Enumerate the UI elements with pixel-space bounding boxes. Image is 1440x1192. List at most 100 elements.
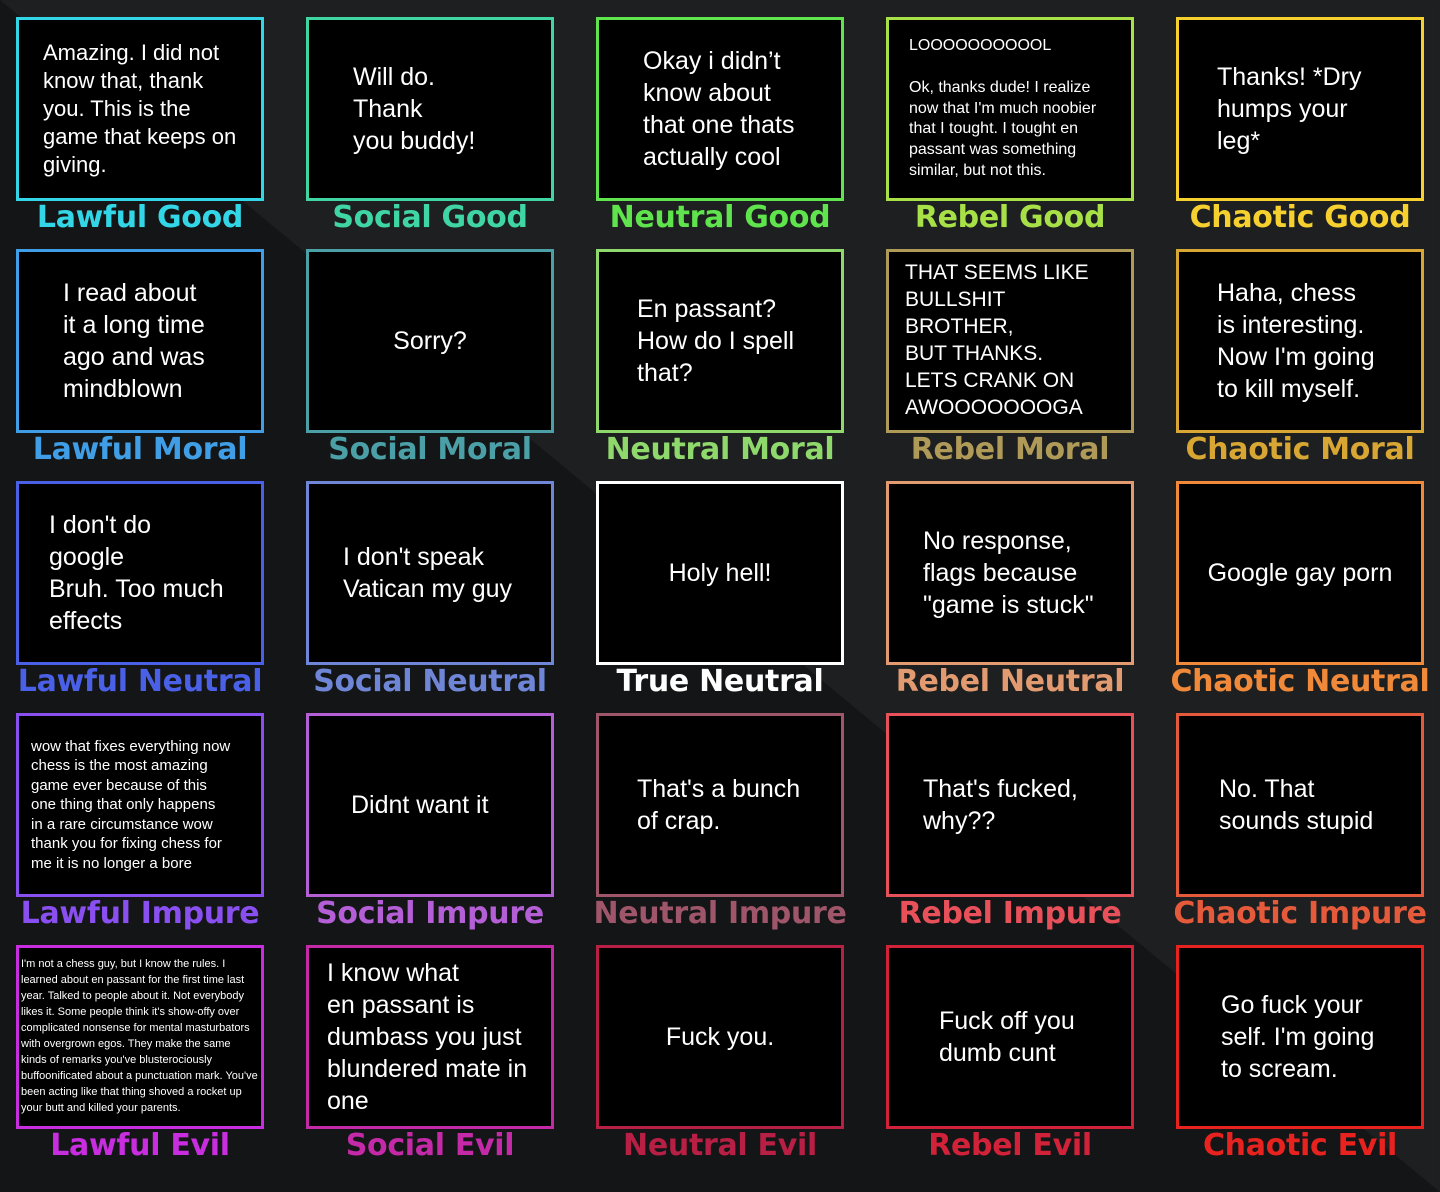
cell-social-neutral: I don't speak Vatican my guy Social Neutr…	[290, 481, 580, 713]
cell-chaotic-impure: No. That sounds stupid Chaotic Impure	[1160, 713, 1440, 945]
quote-text: That's fucked, why??	[923, 775, 1078, 835]
quote-box: I don't do google Bruh. Too much effects	[16, 481, 264, 665]
alignment-label: Social Neutral	[313, 664, 547, 699]
quote-box: En passant? How do I spell that?	[596, 249, 844, 433]
quote-box: Fuck you.	[596, 945, 844, 1129]
quote-text: Sorry?	[393, 327, 467, 355]
cell-rebel-moral: THAT SEEMS LIKE BULLSHIT BROTHER, BUT TH…	[870, 249, 1160, 481]
alignment-label: Rebel Good	[914, 200, 1106, 235]
quote-text: Didnt want it	[351, 791, 489, 819]
quote-text: I don't speak Vatican my guy	[343, 543, 513, 603]
cell-neutral-evil: Fuck you. Neutral Evil	[580, 945, 870, 1177]
quote-box: That's a bunch of crap.	[596, 713, 844, 897]
alignment-label: Lawful Evil	[50, 1128, 230, 1163]
quote-text: Fuck off you dumb cunt	[939, 1007, 1075, 1067]
alignment-label: Lawful Moral	[32, 432, 248, 467]
quote-text: Fuck you.	[665, 1023, 775, 1051]
cell-chaotic-neutral: Google gay porn Chaotic Neutral	[1160, 481, 1440, 713]
alignment-label: Social Moral	[328, 432, 532, 467]
quote-text: Amazing. I did not know that, thank you.…	[43, 39, 237, 178]
alignment-label: Chaotic Moral	[1185, 432, 1415, 467]
quote-box: THAT SEEMS LIKE BULLSHIT BROTHER, BUT TH…	[886, 249, 1134, 433]
alignment-label: Chaotic Evil	[1202, 1128, 1398, 1163]
cell-social-evil: I know what en passant is dumbass you ju…	[290, 945, 580, 1177]
cell-chaotic-moral: Haha, chess is interesting. Now I'm goin…	[1160, 249, 1440, 481]
quote-text: Thanks! *Dry humps your leg*	[1217, 63, 1362, 155]
alignment-label: Neutral Impure	[593, 896, 847, 931]
quote-text: I'm not a chess guy, but I know the rule…	[21, 958, 258, 1114]
alignment-label: Social Evil	[345, 1128, 515, 1163]
cell-rebel-evil: Fuck off you dumb cunt Rebel Evil	[870, 945, 1160, 1177]
alignment-label: Lawful Neutral	[17, 664, 263, 699]
quote-text: I know what en passant is dumbass you ju…	[327, 959, 528, 1115]
cell-rebel-impure: That's fucked, why?? Rebel Impure	[870, 713, 1160, 945]
cell-social-good: Will do. Thank you buddy! Social Good	[290, 17, 580, 249]
alignment-label: Social Good	[332, 200, 528, 235]
quote-box: No. That sounds stupid	[1176, 713, 1424, 897]
quote-box: Sorry?	[306, 249, 554, 433]
quote-box: Will do. Thank you buddy!	[306, 17, 554, 201]
alignment-label: Rebel Evil	[928, 1128, 1092, 1163]
cell-chaotic-evil: Go fuck your self. I'm going to scream. C…	[1160, 945, 1440, 1177]
cell-lawful-good: Amazing. I did not know that, thank you.…	[0, 17, 290, 249]
cell-social-impure: Didnt want it Social Impure	[290, 713, 580, 945]
cell-neutral-neutral: Holy hell! True Neutral	[580, 481, 870, 713]
alignment-label: Neutral Moral	[605, 432, 835, 467]
cell-neutral-good: Okay i didn’t know about that one thats …	[580, 17, 870, 249]
alignment-label: Social Impure	[316, 896, 544, 931]
alignment-label: Chaotic Neutral	[1170, 664, 1430, 699]
cell-lawful-moral: I read about it a long time ago and was …	[0, 249, 290, 481]
quote-text: Google gay porn	[1207, 559, 1393, 587]
quote-text: En passant? How do I spell that?	[637, 295, 795, 387]
quote-text: I don't do google Bruh. Too much effects	[49, 511, 224, 635]
quote-text: Will do. Thank you buddy!	[353, 63, 476, 155]
quote-box: Google gay porn	[1176, 481, 1424, 665]
quote-box: I'm not a chess guy, but I know the rule…	[16, 945, 264, 1129]
quote-box: Fuck off you dumb cunt	[886, 945, 1134, 1129]
quote-box: No response, flags because "game is stuc…	[886, 481, 1134, 665]
quote-box: Didnt want it	[306, 713, 554, 897]
quote-text: Haha, chess is interesting. Now I'm goin…	[1217, 279, 1375, 403]
quote-box: I don't speak Vatican my guy	[306, 481, 554, 665]
cell-lawful-evil: I'm not a chess guy, but I know the rule…	[0, 945, 290, 1177]
quote-text: Go fuck your self. I'm going to scream.	[1221, 991, 1375, 1083]
cell-social-moral: Sorry? Social Moral	[290, 249, 580, 481]
alignment-label: Neutral Good	[609, 200, 831, 235]
quote-text: THAT SEEMS LIKE BULLSHIT BROTHER, BUT TH…	[905, 261, 1089, 419]
quote-box: Okay i didn’t know about that one thats …	[596, 17, 844, 201]
quote-box: Thanks! *Dry humps your leg*	[1176, 17, 1424, 201]
quote-text: No. That sounds stupid	[1219, 775, 1374, 835]
alignment-label: Rebel Moral	[910, 432, 1110, 467]
quote-box: I know what en passant is dumbass you ju…	[306, 945, 554, 1129]
quote-box: Holy hell!	[596, 481, 844, 665]
alignment-label: Neutral Evil	[623, 1128, 817, 1163]
quote-box: LOOOOOOOOOOL Ok, thanks dude! I realize …	[886, 17, 1134, 201]
alignment-label: Chaotic Impure	[1173, 896, 1427, 931]
quote-text: Holy hell!	[668, 559, 772, 587]
quote-box: I read about it a long time ago and was …	[16, 249, 264, 433]
alignment-label: True Neutral	[616, 664, 824, 699]
quote-box: That's fucked, why??	[886, 713, 1134, 897]
cell-lawful-neutral: I don't do google Bruh. Too much effects…	[0, 481, 290, 713]
cell-rebel-neutral: No response, flags because "game is stuc…	[870, 481, 1160, 713]
alignment-label: Rebel Impure	[898, 896, 1122, 931]
cell-neutral-impure: That's a bunch of crap. Neutral Impure	[580, 713, 870, 945]
alignment-label: Chaotic Good	[1189, 200, 1411, 235]
quote-text: wow that fixes everything now chess is t…	[31, 737, 231, 872]
cell-neutral-moral: En passant? How do I spell that? Neutral …	[580, 249, 870, 481]
quote-text: Okay i didn’t know about that one thats …	[643, 47, 795, 171]
cell-lawful-impure: wow that fixes everything now chess is t…	[0, 713, 290, 945]
quote-text: That's a bunch of crap.	[637, 775, 801, 835]
cell-chaotic-good: Thanks! *Dry humps your leg* Chaotic Good	[1160, 17, 1440, 249]
quote-box: Amazing. I did not know that, thank you.…	[16, 17, 264, 201]
alignment-label: Lawful Good	[36, 200, 244, 235]
quote-text: I read about it a long time ago and was …	[63, 279, 205, 403]
quote-text: No response, flags because "game is stuc…	[923, 527, 1094, 619]
quote-box: Go fuck your self. I'm going to scream.	[1176, 945, 1424, 1129]
alignment-label: Rebel Neutral	[895, 664, 1125, 699]
cell-rebel-good: LOOOOOOOOOOL Ok, thanks dude! I realize …	[870, 17, 1160, 249]
quote-text: LOOOOOOOOOOL Ok, thanks dude! I realize …	[909, 37, 1097, 179]
quote-box: wow that fixes everything now chess is t…	[16, 713, 264, 897]
alignment-label: Lawful Impure	[20, 896, 260, 931]
